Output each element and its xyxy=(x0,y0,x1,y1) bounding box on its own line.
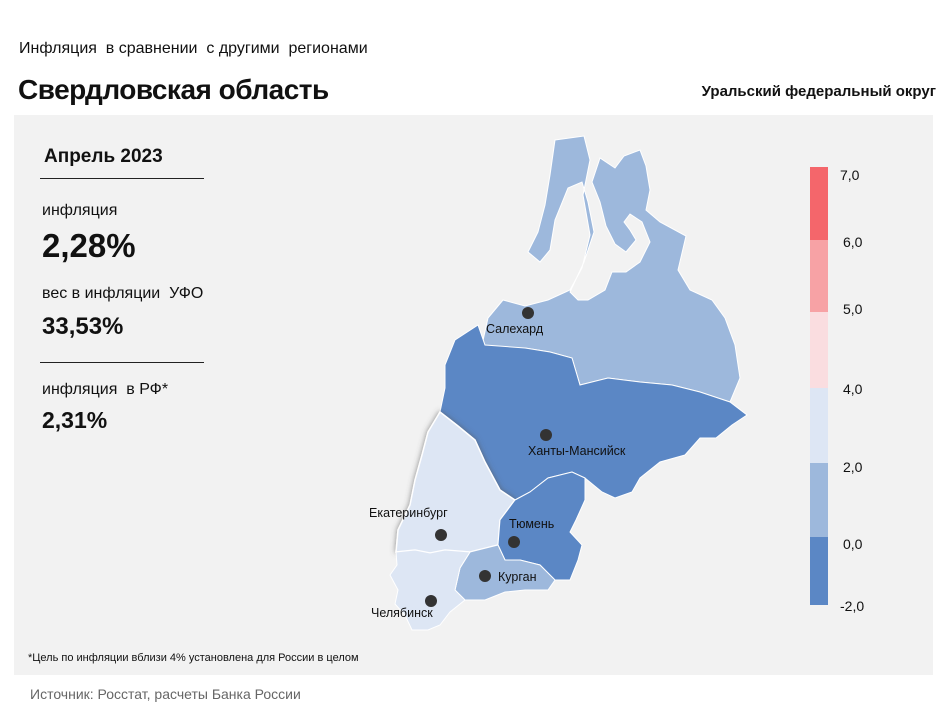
city-label-khanty-mansiysk: Ханты-Мансийск xyxy=(528,444,626,458)
legend-tick-7: 7,0 xyxy=(840,167,860,183)
city-label-salekhard: Салехард xyxy=(486,322,544,336)
city-dot-tyumen xyxy=(508,536,520,548)
legend-band-0-2 xyxy=(810,463,828,537)
legend-tick-2: 2,0 xyxy=(843,459,863,475)
weight-label: вес в инфляции УФО xyxy=(42,285,204,302)
city-markers xyxy=(425,307,552,607)
footnote: *Цель по инфляции вблизи 4% установлена … xyxy=(28,652,359,664)
city-dot-khanty-mansiysk xyxy=(540,429,552,441)
city-dot-kurgan xyxy=(479,570,491,582)
weight-value: 33,53% xyxy=(42,313,124,340)
legend-tick-6: 6,0 xyxy=(843,234,863,250)
city-label-chelyabinsk: Челябинск xyxy=(371,606,433,620)
legend-tick-neg2: -2,0 xyxy=(840,598,864,614)
divider-bottom xyxy=(40,362,204,363)
legend-band-2-4 xyxy=(810,388,828,463)
city-dot-chelyabinsk xyxy=(425,595,437,607)
legend-band-4-5 xyxy=(810,312,828,388)
rf-inflation-label: инфляция в РФ* xyxy=(42,381,169,398)
source-note: Источник: Росстат, расчеты Банка России xyxy=(30,686,301,702)
district-label: Уральский федеральный округ xyxy=(701,83,936,100)
city-dot-salekhard xyxy=(522,307,534,319)
legend-tick-0: 0,0 xyxy=(843,536,863,552)
city-dot-ekaterinburg xyxy=(435,529,447,541)
legend-band-5-6 xyxy=(810,240,828,312)
inflation-label: инфляция xyxy=(42,202,118,219)
color-scale-legend xyxy=(810,167,828,605)
legend-band-neg2-0 xyxy=(810,537,828,605)
chart-subtitle: Инфляция в сравнении с другими регионами xyxy=(19,40,368,57)
legend-tick-5: 5,0 xyxy=(843,301,863,317)
period-label: Апрель 2023 xyxy=(44,146,163,167)
rf-inflation-value: 2,31% xyxy=(42,407,108,433)
inflation-value: 2,28% xyxy=(42,227,136,264)
legend-tick-4: 4,0 xyxy=(843,381,863,397)
legend-band-6-7 xyxy=(810,167,828,240)
divider-top xyxy=(40,178,204,179)
city-label-ekaterinburg: Екатеринбург xyxy=(369,506,448,520)
page-title: Свердловская область xyxy=(18,74,329,105)
region-chelyabinsk[interactable] xyxy=(389,549,471,631)
city-label-tyumen: Тюмень xyxy=(509,517,554,531)
city-label-kurgan: Курган xyxy=(498,570,537,584)
